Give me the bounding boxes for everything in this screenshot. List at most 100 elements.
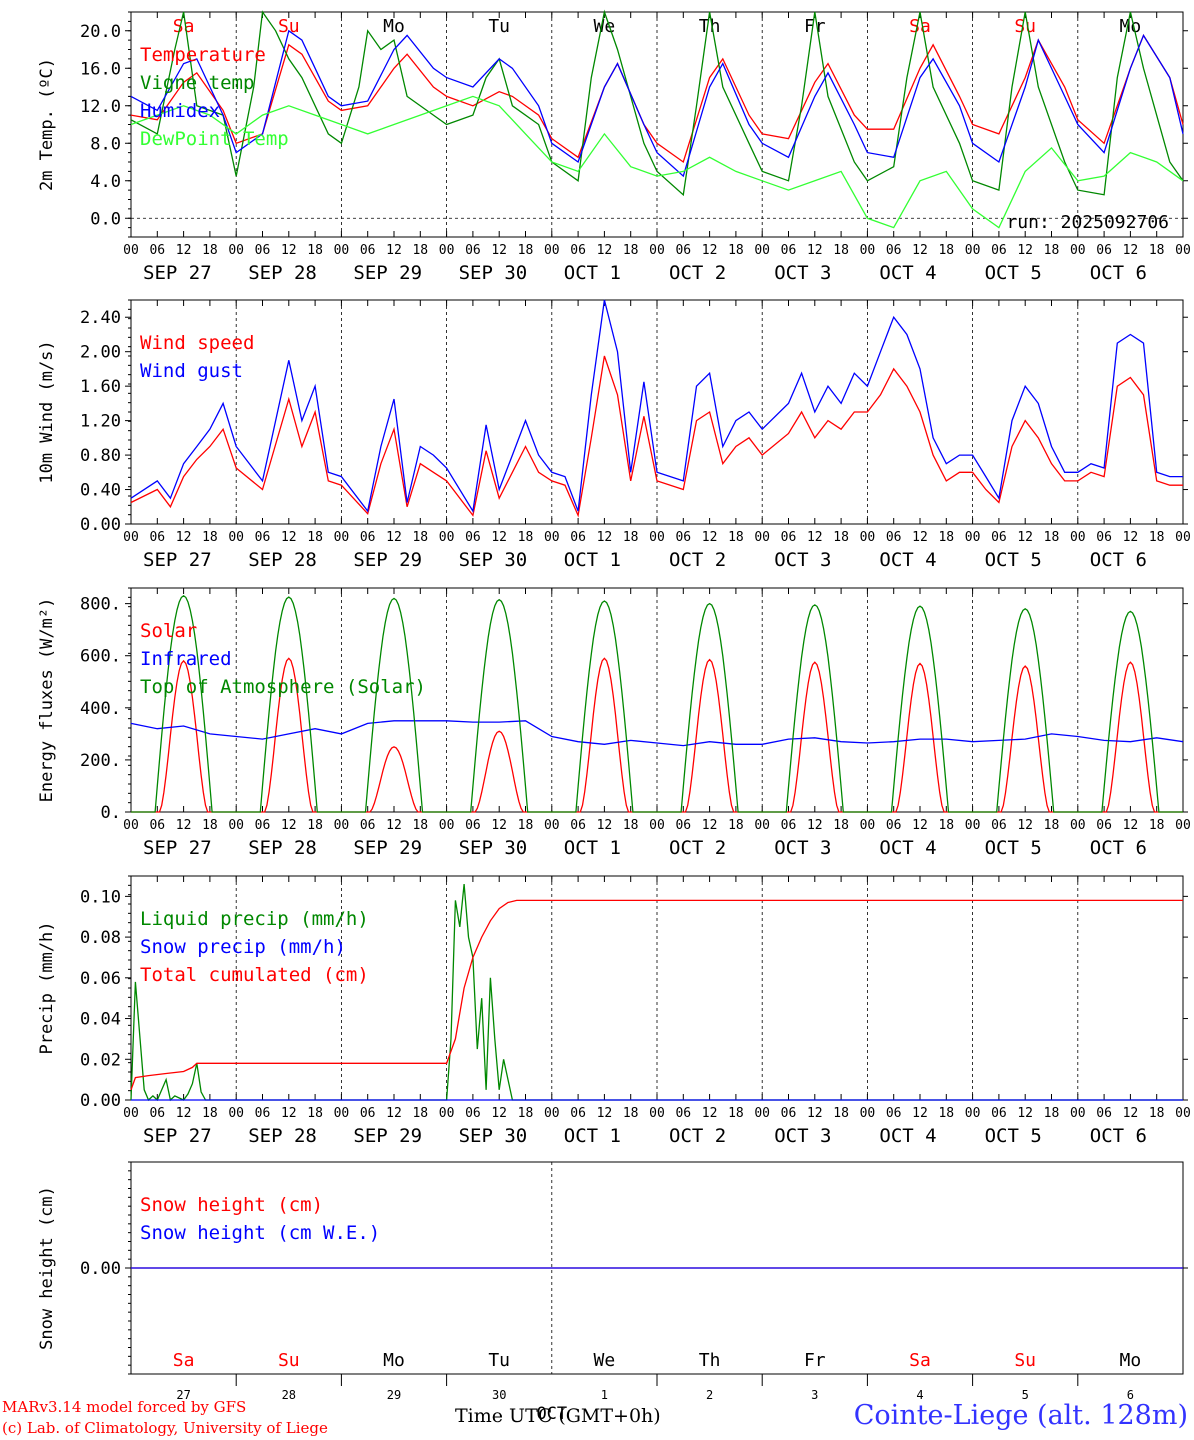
hour-tick-label: 12 [807,530,823,545]
hour-tick-label: 00 [649,1106,665,1121]
weekday-label: Sa [173,16,195,37]
hour-tick-label: 06 [570,1106,586,1121]
hour-tick-label: 18 [938,530,954,545]
hour-tick-label: 06 [886,530,902,545]
credit-lab: (c) Lab. of Climatology, University of L… [2,1419,328,1437]
y-tick-label: 16.0 [80,59,121,79]
date-label: SEP 29 [353,837,422,859]
date-label: OCT 5 [985,549,1042,571]
hour-tick-label: 12 [1017,243,1033,258]
hour-tick-label: 00 [544,243,560,258]
hour-tick-label: 18 [202,1106,218,1121]
hour-tick-label: 18 [412,818,428,833]
weekday-label: We [594,16,616,37]
weekday-label: Mo [1120,16,1142,37]
hour-tick-label: 00 [1175,243,1191,258]
y-tick-label: 0.00 [80,1091,121,1111]
hour-tick-label: 06 [255,243,271,258]
legend-entry: Snow precip (mm/h) [140,936,346,958]
hour-tick-label: 18 [728,243,744,258]
date-label: OCT 6 [1090,262,1147,284]
hour-tick-label: 06 [360,1106,376,1121]
weekday-label: Su [278,16,300,37]
hour-tick-label: 06 [360,818,376,833]
y-tick-label: 0.04 [80,1010,121,1030]
station-name: Cointe-Liege (alt. 128m) [853,1400,1188,1431]
date-label: OCT 2 [669,837,726,859]
series-line [130,899,1183,1091]
hour-tick-label: 18 [938,1106,954,1121]
legend-entry: Temperature [140,44,266,66]
hour-tick-label: 06 [781,1106,797,1121]
hour-tick-label: 00 [123,243,139,258]
series-line [130,720,1184,747]
hour-tick-label: 12 [386,243,402,258]
date-label: SEP 28 [248,837,317,859]
hour-tick-label: 12 [597,530,613,545]
hour-tick-label: 12 [702,818,718,833]
run-annotation: run: 2025092706 [1006,212,1169,233]
hour-tick-label: 00 [123,818,139,833]
hour-tick-label: 00 [649,818,665,833]
hour-tick-label: 00 [965,243,981,258]
date-label: OCT 1 [564,262,621,284]
date-label: SEP 29 [353,549,422,571]
weekday-label: Sa [909,1350,931,1371]
y-tick-label: 0.00 [80,1259,121,1279]
hour-tick-label: 12 [1123,818,1139,833]
hour-tick-label: 00 [544,530,560,545]
hour-tick-label: 18 [728,530,744,545]
y-tick-label: 0.80 [80,446,121,466]
hour-tick-label: 12 [176,530,192,545]
day-number-label: 27 [176,1388,190,1402]
hour-tick-label: 00 [965,530,981,545]
legend-entry: Total cumulated (cm) [140,964,369,986]
hour-tick-label: 18 [412,530,428,545]
hour-tick-label: 18 [307,243,323,258]
day-number-label: 3 [811,1388,818,1402]
date-label: SEP 30 [459,262,528,284]
hour-tick-label: 12 [1123,243,1139,258]
hour-tick-label: 12 [597,818,613,833]
y-axis-label: 10m Wind (m/s) [37,340,57,483]
hour-tick-label: 00 [1070,818,1086,833]
hour-tick-label: 06 [149,530,165,545]
hour-tick-label: 12 [281,1106,297,1121]
hour-tick-label: 06 [675,1106,691,1121]
hour-tick-label: 06 [781,818,797,833]
legend-entry: Snow height (cm W.E.) [140,1222,380,1244]
weekday-label: Mo [383,1350,405,1371]
hour-tick-label: 00 [1070,243,1086,258]
credit-model: MARv3.14 model forced by GFS [2,1398,247,1416]
hour-tick-label: 18 [833,530,849,545]
hour-tick-label: 12 [912,530,928,545]
y-tick-label: 8.0 [90,134,121,154]
series-line [130,355,1183,518]
date-label: OCT 2 [669,549,726,571]
weekday-label: Su [278,1350,300,1371]
y-tick-label: 0.10 [80,887,121,907]
hour-tick-label: 06 [991,243,1007,258]
y-tick-label: 800. [80,595,121,615]
hour-tick-label: 00 [123,530,139,545]
legend-entry: Snow height (cm) [140,1194,323,1216]
weekday-label: Tu [488,16,510,37]
y-tick-label: 600. [80,647,121,667]
hour-tick-label: 06 [465,243,481,258]
hour-tick-label: 06 [781,530,797,545]
date-label: OCT 3 [774,549,831,571]
hour-tick-label: 06 [255,530,271,545]
hour-tick-label: 00 [228,818,244,833]
hour-tick-label: 18 [307,818,323,833]
y-tick-label: 2.00 [80,343,121,363]
hour-tick-label: 18 [938,243,954,258]
date-label: SEP 28 [248,262,317,284]
hour-tick-label: 12 [281,818,297,833]
hour-tick-label: 18 [623,530,639,545]
y-tick-label: 20.0 [80,22,121,42]
date-label: OCT 3 [774,1125,831,1147]
hour-tick-label: 18 [623,818,639,833]
hour-tick-label: 12 [386,530,402,545]
hour-tick-label: 00 [860,530,876,545]
